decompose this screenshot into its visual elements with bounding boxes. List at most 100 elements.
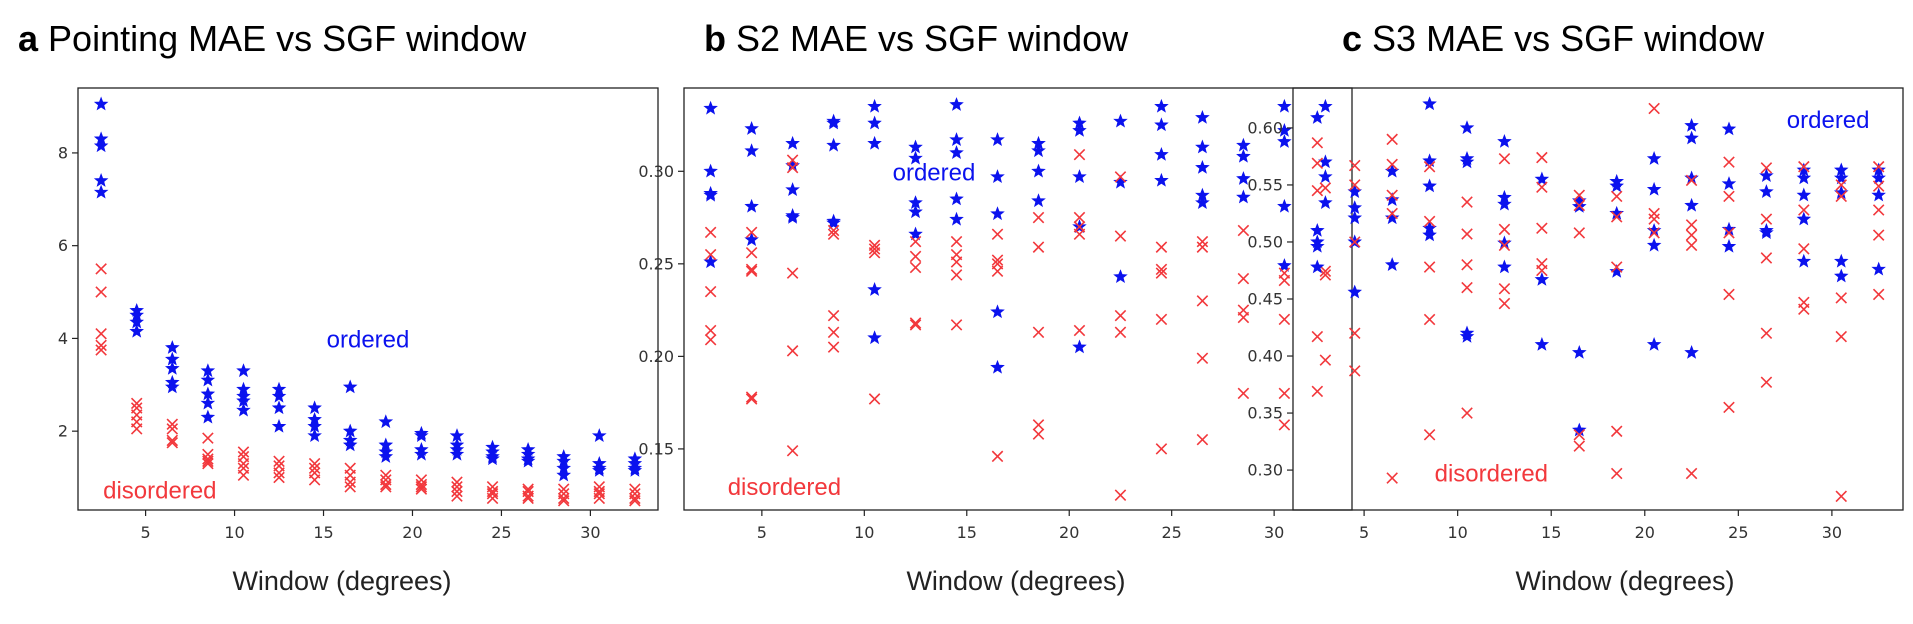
panel-b-disordered-point [1319,182,1332,194]
panel-a-ordered-point [307,400,322,415]
panel-c-disordered-point [1610,467,1623,480]
panel-b-ordered-point [785,182,800,196]
panel-b-ordered-point [1154,172,1169,187]
panel-b-disordered-point [909,317,922,329]
panel-c-ordered-point [1646,181,1662,196]
panel-c-disordered-point [1723,288,1735,301]
panel-b-ordered-point [1031,143,1046,158]
panel-c-ordered-point [1684,117,1699,132]
panel-b-title: b S2 MAE vs SGF window [704,18,1129,59]
panel-c-ordered-point [1459,154,1475,169]
panel-c-ordered-point [1422,153,1437,168]
panel-a-disordered-point [451,476,463,488]
panel-c-disordered-point [1573,428,1586,441]
panel-c-disordered-point [1536,151,1548,164]
panel-a-disordered-point [380,469,392,481]
panel-a-disordered-point [486,492,499,505]
panel-a-ordered-point [236,363,251,378]
panel-a-ordered-point [627,462,643,477]
panel-c-ordered-point [1759,184,1774,198]
panel-c-disordered-point [1311,157,1324,170]
panel-c-ordered-point [1609,263,1625,278]
panel-c-disordered-point [1648,102,1660,115]
panel-c-xtick-label: 30 [1822,523,1842,542]
panel-c-ordered-point [1422,227,1437,242]
panel-b-ordered-point [1072,169,1087,183]
panel-a-xtick-label: 20 [402,523,422,542]
panel-a-xtick-label: 15 [313,523,333,542]
panel-b-xtick-label: 25 [1162,523,1182,542]
panel-c-disordered-point [1536,181,1548,193]
panel-c-disordered-point [1461,407,1473,419]
panel-c-disordered-point [1835,179,1848,191]
panel-c-ytick-label: 0.40 [1247,347,1283,366]
panel-c-ordered-point [1684,170,1699,185]
panel-c-disordered-point [1498,282,1511,295]
panel-b-disordered-point [991,228,1004,240]
panel-a-disordered-point [308,474,321,486]
panel-b-disordered-point [868,246,881,259]
panel-c-ordered-point [1347,210,1363,225]
panel-a-disordered-point [130,423,143,435]
panel-c-ordered-point [1834,253,1849,268]
panel-a-ordered-point [93,96,109,111]
panel-b-ordered-point [826,215,841,230]
panel-b-ordered-point [703,254,718,269]
panel-b-ordered-point [867,98,882,113]
panel-a-ordered-point [236,402,251,417]
panel-c-title: c S3 MAE vs SGF window [1342,18,1765,59]
panel-c-ordered-point [1384,210,1400,225]
panel-c-disordered-point [1835,292,1848,304]
panel-c-ordered-point [1572,422,1587,437]
panel-a-xtick-label: 25 [491,523,511,542]
panel-b-disordered-point [1032,326,1045,339]
panel-b-disordered-point [1114,230,1127,242]
panel-a-disordered-point [308,457,321,470]
panel-c-ordered-point [1310,110,1325,124]
panel-b-disordered-point [745,226,758,239]
panel-b-ordered-point [867,135,882,150]
panel-c-ordered-point [1759,225,1774,239]
panel-b-disordered-point [745,265,758,278]
panel-b-ordered-point [1154,98,1169,113]
panel-b-ordered-point [1195,109,1210,124]
panel-b-ordered-point [703,187,718,202]
panel-a-ordered-point [342,437,358,452]
panel-b-xtick-label: 10 [854,523,874,542]
panel-c-disordered-point [1723,190,1735,203]
panel-b-disordered-point [1032,419,1045,431]
panel-b-ordered-point [1236,189,1251,204]
panel-a-ordered-point [342,379,358,394]
panel-c-disordered-point [1573,199,1586,212]
panel-a-disordered-point [166,434,179,447]
panel-b-ordered-point [908,139,923,154]
panel-a-disordered-point [380,481,392,493]
panel-b-disordered-point [1278,274,1291,287]
panel-b-ordered-point [1113,269,1128,283]
panel-a-disordered-point [415,483,428,495]
panel-a-ordered-point [93,184,109,199]
panel-c-disordered-point [1760,162,1773,174]
panel-c-ordered-point [1534,171,1550,186]
panel-c-disordered-point [1573,227,1586,239]
panel-b-disordered-point [1237,272,1250,285]
panel-c-ordered-point [1684,344,1699,359]
panel-a-ordered-point [200,372,216,387]
panel-b-disordered-point [1073,148,1086,161]
panel-c-disordered-point [1685,219,1698,231]
panel-c-ytick-label: 0.60 [1247,118,1283,137]
panel-c-disordered-point [1723,401,1735,414]
panel-b-disordered-point [991,450,1004,463]
panel-b-xtick-label: 5 [757,523,767,542]
panel-c-axes-frame [1292,87,1904,511]
panel-c-disordered-point [1872,180,1885,192]
panel-b-disordered-point [1114,309,1127,322]
panel-c-disordered-point [1723,227,1735,239]
panel-c-xtick-label: 25 [1728,523,1748,542]
panel-b-axes-frame [683,87,1353,511]
panel-b-disordered-point [745,393,758,405]
panel-b-ordered-point [990,132,1005,146]
panel-c-ordered-point [1459,328,1475,343]
panel-b-disordered-point [950,319,963,331]
panel-a-disordered-point [344,481,356,493]
